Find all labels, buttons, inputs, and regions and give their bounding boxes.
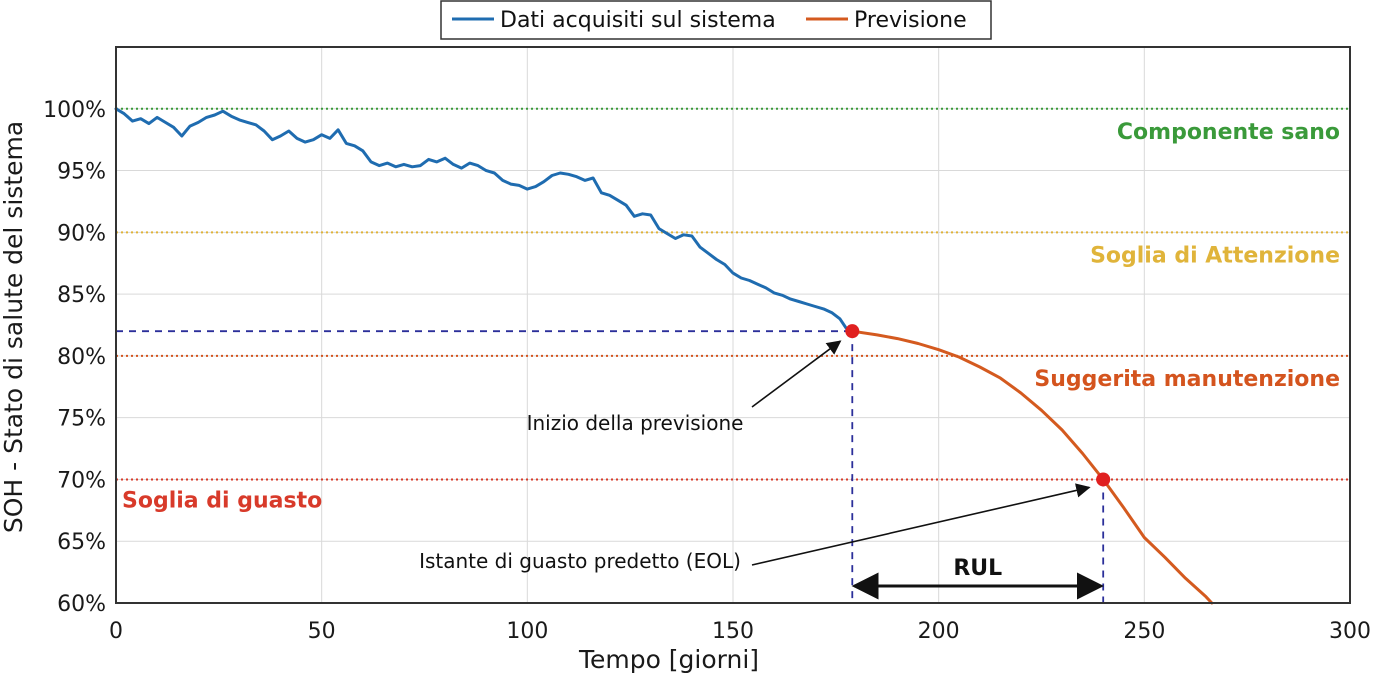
y-tick-label: 80% xyxy=(57,345,106,370)
x-tick-label: 0 xyxy=(109,619,123,644)
data-series xyxy=(114,107,1214,605)
annotation-label-forecast-start: Inizio della previsione xyxy=(527,411,744,435)
series-line-data xyxy=(114,107,850,333)
series-line-forecast xyxy=(850,329,1214,605)
tick-labels: 0 50 100 150 200 250 300 60% 65% 70% 75% 80% 85% 90% 9… xyxy=(43,98,1371,644)
threshold-label: Soglia di Attenzione xyxy=(1090,243,1340,268)
legend: Dati acquisiti sul sistema Previsione xyxy=(440,0,992,40)
y-tick-label: 60% xyxy=(57,592,106,617)
y-tick-label: 70% xyxy=(57,468,106,493)
annotations: Inizio della previsione Istante di guasto… xyxy=(419,340,1104,600)
y-tick-label: 90% xyxy=(57,221,106,246)
x-tick-label: 250 xyxy=(1123,619,1165,644)
x-tick-label: 200 xyxy=(918,619,960,644)
point-marker xyxy=(1096,472,1111,487)
legend-label-data: Dati acquisiti sul sistema xyxy=(500,8,776,33)
x-axis-title: Tempo [giorni] xyxy=(578,645,759,674)
legend-label-forecast: Previsione xyxy=(854,8,967,33)
point-markers xyxy=(845,324,1111,487)
x-tick-label: 50 xyxy=(308,619,336,644)
threshold-lines: Componente sano Soglia di Attenzione Sugge… xyxy=(116,107,1350,513)
threshold-label: Componente sano xyxy=(1117,120,1340,145)
guide-lines xyxy=(116,330,1105,603)
x-tick-label: 100 xyxy=(506,619,548,644)
annotation-arrow-forecast-start xyxy=(751,340,842,408)
y-tick-label: 100% xyxy=(43,98,106,123)
y-tick-label: 85% xyxy=(57,283,106,308)
point-marker xyxy=(845,324,860,339)
threshold-label: Suggerita manutenzione xyxy=(1034,367,1340,392)
x-tick-label: 150 xyxy=(712,619,754,644)
annotation-label-eol: Istante di guasto predetto (EOL) xyxy=(419,549,741,573)
rul-label: RUL xyxy=(953,556,1002,581)
y-tick-label: 95% xyxy=(57,160,106,185)
plot-frame xyxy=(115,46,1351,604)
y-axis-title: SOH - Stato di salute del sistema xyxy=(0,121,28,533)
y-tick-label: 75% xyxy=(57,407,106,432)
x-tick-label: 300 xyxy=(1329,619,1371,644)
annotation-arrow-eol xyxy=(751,483,1091,566)
legend-box xyxy=(440,0,992,40)
threshold-label: Soglia di guasto xyxy=(122,488,322,513)
y-tick-label: 65% xyxy=(57,530,106,555)
